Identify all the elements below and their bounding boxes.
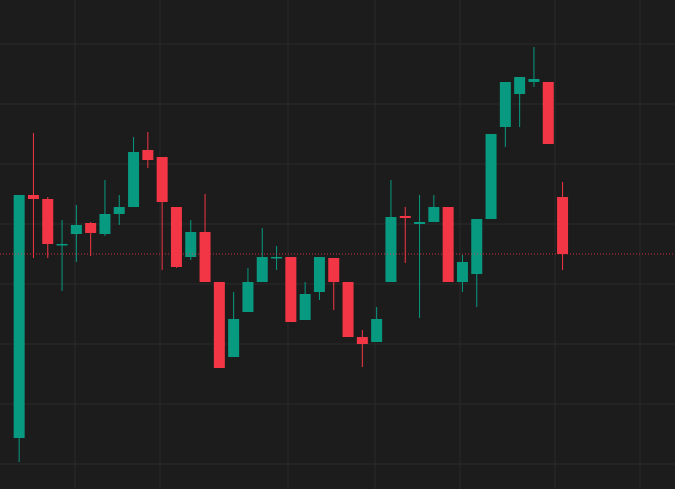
candle-body: [70, 225, 82, 234]
candle-body: [356, 337, 368, 344]
candle-body: [342, 282, 354, 337]
candle-body: [128, 152, 140, 207]
candle-body: [85, 223, 97, 233]
candle-body: [471, 219, 483, 274]
candle-body: [557, 197, 569, 254]
candle-body: [514, 77, 526, 94]
candle-body: [399, 216, 411, 218]
candle-body: [242, 282, 254, 312]
candle-body: [228, 319, 240, 357]
candle-body: [428, 207, 440, 222]
candle-body: [13, 195, 25, 438]
candle-body: [313, 257, 325, 292]
candle-body: [485, 134, 497, 219]
candle-body: [371, 319, 383, 342]
candle-body: [99, 214, 111, 234]
candle-body: [113, 207, 125, 214]
candle-body: [499, 82, 511, 127]
candle-body: [156, 157, 168, 202]
candle-body: [414, 222, 426, 224]
vertical-grid: [74, 0, 641, 489]
candle-body: [285, 257, 297, 322]
candle-body: [299, 294, 311, 320]
candle-body: [442, 207, 454, 282]
candle-body: [385, 217, 397, 282]
candle-body: [456, 262, 468, 282]
candle-body: [528, 79, 540, 82]
candle-body: [142, 150, 154, 160]
candle-body: [213, 282, 225, 368]
candle-body: [170, 207, 182, 267]
candle-body: [271, 257, 283, 259]
candle-body: [328, 258, 340, 282]
candle-body: [256, 257, 268, 282]
candle-body: [199, 232, 211, 282]
candle-body: [27, 195, 39, 199]
candle-body: [56, 244, 68, 246]
candle-body: [42, 199, 54, 244]
candle-body: [185, 232, 197, 257]
candle-body: [542, 82, 554, 144]
